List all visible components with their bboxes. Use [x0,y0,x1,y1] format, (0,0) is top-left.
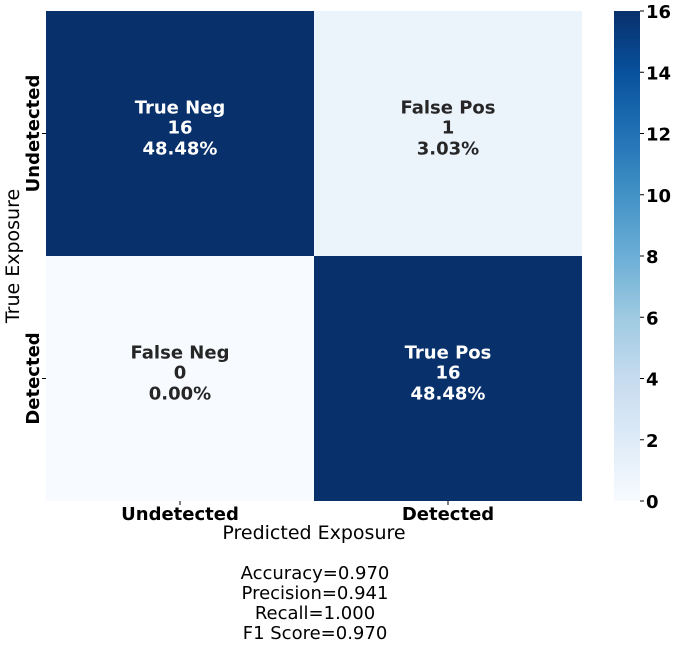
colorbar-tick-label: 8 [646,247,659,268]
cell-percent-label: 48.48% [411,384,486,405]
accuracy-metric: Accuracy=0.970 [240,563,390,584]
heatmap-cell [46,11,314,256]
cell-name-label: True Pos [405,343,492,364]
heatmap-cell [314,256,582,501]
colorbar [614,11,640,501]
colorbar-tick-label: 12 [646,125,671,146]
y-tick-label: Detected [23,332,44,424]
y-axis-label: True Exposure [2,189,24,324]
colorbar-tick-label: 6 [646,308,659,329]
cell-name-label: False Pos [400,98,495,119]
cell-percent-label: 48.48% [143,139,218,160]
f1-score-metric: F1 Score=0.970 [242,623,388,644]
cell-count-label: 1 [442,118,455,139]
x-tick-label: Undetected [121,504,239,525]
colorbar-tick-label: 14 [646,63,671,84]
cell-name-label: True Neg [135,98,226,119]
heatmap-cell [46,256,314,501]
colorbar-tick-label: 4 [646,370,659,391]
cell-percent-label: 0.00% [149,384,211,405]
cell-count-label: 0 [174,363,187,384]
cell-percent-label: 3.03% [417,139,479,160]
colorbar-tick-label: 0 [646,492,659,513]
colorbar-tick-label: 16 [646,2,671,23]
y-tick-label: Undetected [23,75,44,193]
recall-metric: Recall=1.000 [254,603,376,624]
x-tick-label: Detected [402,504,494,525]
colorbar-tick-label: 2 [646,431,659,452]
x-axis-label: Predicted Exposure [222,522,405,544]
precision-metric: Precision=0.941 [241,583,389,604]
heatmap-cell [314,11,582,256]
cell-count-label: 16 [167,118,192,139]
cell-name-label: False Neg [131,343,230,364]
cell-count-label: 16 [435,363,460,384]
colorbar-tick-label: 10 [646,186,671,207]
